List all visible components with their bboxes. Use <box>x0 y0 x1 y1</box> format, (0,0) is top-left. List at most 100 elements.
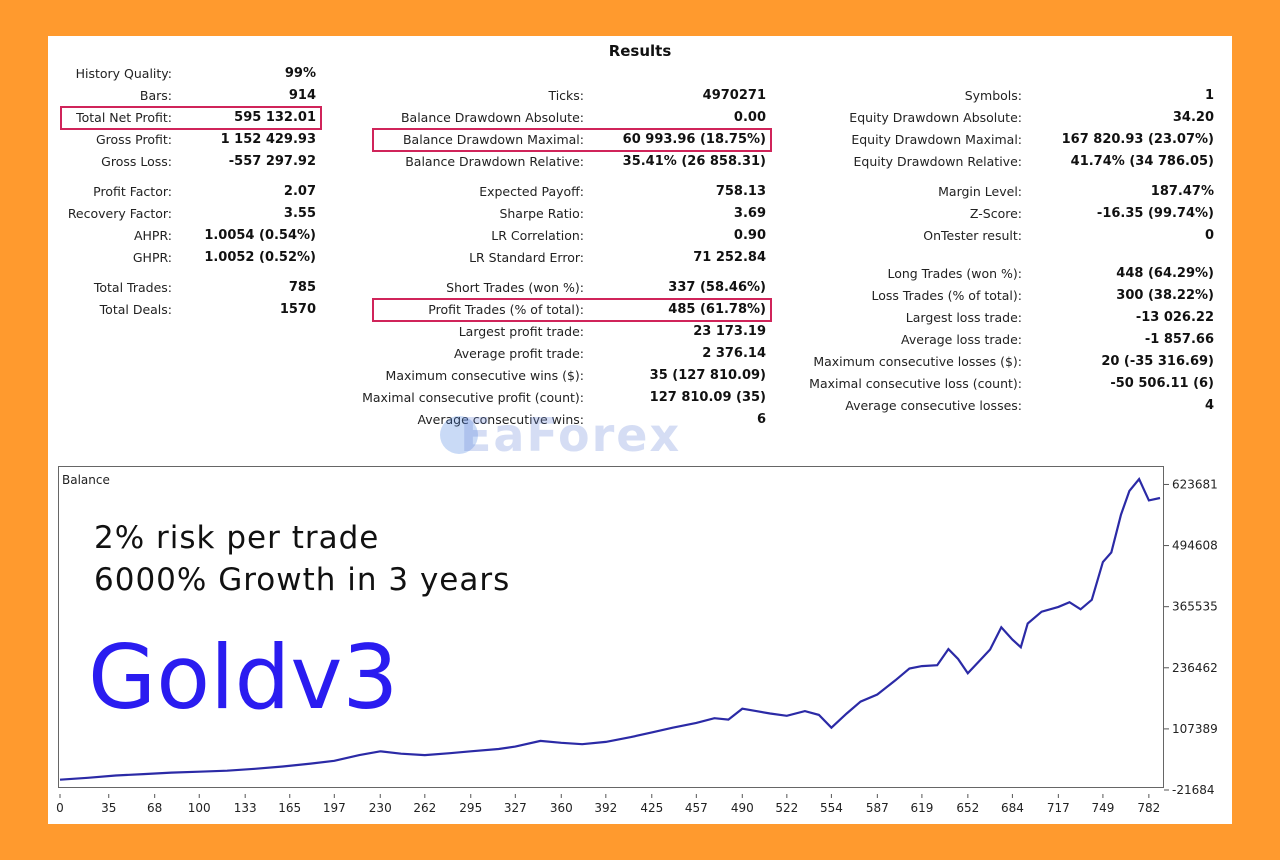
stat-label: Equity Drawdown Maximal: <box>851 132 1022 147</box>
x-tick-label: 100 <box>188 801 211 815</box>
stat-label: Average consecutive losses: <box>845 398 1022 413</box>
x-tick-label: 717 <box>1047 801 1070 815</box>
x-tick-label: 652 <box>956 801 979 815</box>
stat-label: Maximal consecutive loss (count): <box>809 376 1022 391</box>
stat-label: AHPR: <box>133 228 172 243</box>
stat-value: 187.47% <box>1150 184 1214 199</box>
stat-label: Sharpe Ratio: <box>499 206 584 221</box>
x-tick-label: 327 <box>504 801 527 815</box>
stat-value: 6 <box>756 412 766 427</box>
stat-label: OnTester result: <box>923 228 1022 243</box>
x-tick-label: 262 <box>413 801 436 815</box>
stat-value: 167 820.93 (23.07%) <box>1061 132 1214 147</box>
x-tick-label: 587 <box>866 801 889 815</box>
stat-value: 4970271 <box>702 88 766 103</box>
stat-label: Margin Level: <box>938 184 1022 199</box>
stat-value: 785 <box>288 280 316 295</box>
stat-label: Short Trades (won %): <box>446 280 584 295</box>
stat-value: 34.20 <box>1172 110 1214 125</box>
x-tick-label: 360 <box>550 801 573 815</box>
balance-chart-frame <box>58 466 1164 788</box>
stat-label: Total Trades: <box>93 280 172 295</box>
stat-label: Total Net Profit: <box>76 110 172 125</box>
stat-value: 127 810.09 (35) <box>649 390 766 405</box>
x-tick-label: 782 <box>1137 801 1160 815</box>
stat-label: Balance Drawdown Relative: <box>405 154 584 169</box>
highlight-box <box>372 298 772 322</box>
stat-label: Equity Drawdown Relative: <box>853 154 1022 169</box>
stat-value: 0.00 <box>733 110 766 125</box>
x-tick-label: 749 <box>1091 801 1114 815</box>
results-card: Results History Quality: 99% Bars: 914 Total… <box>48 36 1232 824</box>
x-tick-label: 457 <box>685 801 708 815</box>
stat-label: History Quality: <box>75 66 172 81</box>
stat-value: 1570 <box>279 302 316 317</box>
y-tick-label: 236462 <box>1172 661 1218 675</box>
y-tick-label: 623681 <box>1172 477 1218 491</box>
stat-value: -16.35 (99.74%) <box>1096 206 1214 221</box>
stat-label: Balance Drawdown Maximal: <box>402 132 584 147</box>
stat-value: -1 857.66 <box>1144 332 1214 347</box>
stat-value: 0 <box>1204 228 1214 243</box>
stat-value: 3.55 <box>283 206 316 221</box>
overlay-product-name: Goldv3 <box>88 626 399 729</box>
stat-value: 1 152 429.93 <box>220 132 316 147</box>
stat-value: -13 026.22 <box>1135 310 1214 325</box>
x-tick-label: 490 <box>731 801 754 815</box>
x-tick-label: 619 <box>910 801 933 815</box>
stat-value: 3.69 <box>733 206 766 221</box>
x-tick-label: 35 <box>101 801 116 815</box>
stat-label: GHPR: <box>132 250 172 265</box>
stat-label: LR Standard Error: <box>469 250 584 265</box>
stat-label: Maximal consecutive profit (count): <box>362 390 584 405</box>
y-tick-label: 494608 <box>1172 539 1218 553</box>
stat-value: 35.41% (26 858.31) <box>622 154 766 169</box>
stat-value: 1 <box>1204 88 1214 103</box>
stat-label: Maximum consecutive losses ($): <box>813 354 1022 369</box>
overlay-risk-text: 2% risk per trade <box>94 520 380 556</box>
stat-value: 2 376.14 <box>702 346 766 361</box>
x-tick-label: 295 <box>459 801 482 815</box>
overlay-growth-text: 6000% Growth in 3 years <box>94 562 511 598</box>
x-tick-label: 165 <box>278 801 301 815</box>
stat-value: 99% <box>284 66 316 81</box>
stat-label: Profit Factor: <box>93 184 172 199</box>
stat-value: -557 297.92 <box>228 154 316 169</box>
stat-label: Gross Profit: <box>95 132 172 147</box>
watermark-logo-icon <box>440 416 478 454</box>
stat-value: 300 (38.22%) <box>1116 288 1214 303</box>
stat-value: 71 252.84 <box>693 250 766 265</box>
stat-label: Equity Drawdown Absolute: <box>849 110 1022 125</box>
stat-value: 60 993.96 (18.75%) <box>622 132 766 147</box>
stat-value: 1.0052 (0.52%) <box>204 250 316 265</box>
stat-value: 2.07 <box>283 184 316 199</box>
stat-value: 4 <box>1204 398 1214 413</box>
stat-value: 448 (64.29%) <box>1116 266 1214 281</box>
highlight-box <box>60 106 322 130</box>
y-tick-label: 365535 <box>1172 600 1218 614</box>
x-tick-label: 425 <box>640 801 663 815</box>
x-tick-label: 230 <box>369 801 392 815</box>
stat-value: 914 <box>288 88 316 103</box>
stat-label: Z-Score: <box>969 206 1022 221</box>
chart-title: Balance <box>62 473 110 487</box>
stat-value: 20 (-35 316.69) <box>1101 354 1214 369</box>
x-tick-label: 0 <box>56 801 64 815</box>
stat-label: Balance Drawdown Absolute: <box>400 110 584 125</box>
stat-label: Gross Loss: <box>101 154 172 169</box>
stat-label: Average loss trade: <box>901 332 1022 347</box>
stat-label: Maximum consecutive wins ($): <box>385 368 584 383</box>
x-tick-label: 554 <box>820 801 843 815</box>
y-tick-label: 107389 <box>1172 722 1218 736</box>
stat-value: 1.0054 (0.54%) <box>204 228 316 243</box>
stat-label: Symbols: <box>964 88 1022 103</box>
stat-value: 0.90 <box>733 228 766 243</box>
stat-value: 595 132.01 <box>234 110 316 125</box>
stat-label: Average profit trade: <box>453 346 584 361</box>
highlight-box <box>372 128 772 152</box>
stat-label: Average consecutive wins: <box>417 412 584 427</box>
x-tick-label: 68 <box>147 801 162 815</box>
stat-label: Ticks: <box>548 88 584 103</box>
stat-value: 758.13 <box>715 184 766 199</box>
balance-series-line <box>59 477 1161 781</box>
